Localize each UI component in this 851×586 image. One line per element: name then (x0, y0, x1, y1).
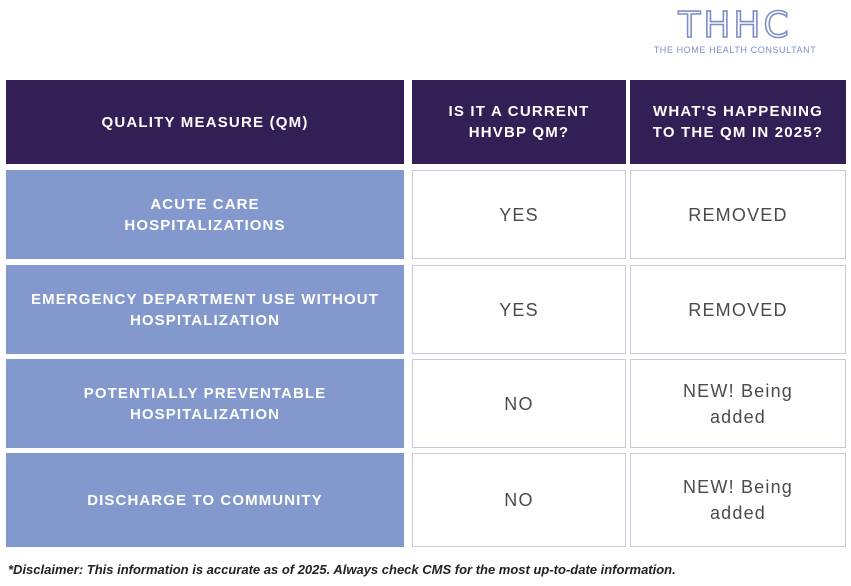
table-row-change: REMOVED (630, 170, 846, 259)
table-row-current: NO (412, 453, 626, 547)
table-row-measure: ACUTE CARE HOSPITALIZATIONS (6, 170, 404, 259)
header-2025-change: WHAT'S HAPPENING TO THE QM IN 2025? (630, 80, 846, 164)
table-row-measure: EMERGENCY DEPARTMENT USE WITHOUT HOSPITA… (6, 265, 404, 354)
table-row-current: YES (412, 170, 626, 259)
table-row-current: NO (412, 359, 626, 448)
table-row-change: REMOVED (630, 265, 846, 354)
table-row-measure: DISCHARGE TO COMMUNITY (6, 453, 404, 547)
header-current-hhvbp: IS IT A CURRENT HHVBP QM? (412, 80, 626, 164)
table-row-change: NEW! Being added (630, 359, 846, 448)
table-row-change: NEW! Being added (630, 453, 846, 547)
logo-tagline: THE HOME HEALTH CONSULTANT (653, 45, 817, 55)
thhc-logo: THHC THE HOME HEALTH CONSULTANT (640, 5, 830, 55)
logo-mark: THHC (678, 5, 792, 46)
table-row-measure: POTENTIALLY PREVENTABLE HOSPITALIZATION (6, 359, 404, 448)
table-row-current: YES (412, 265, 626, 354)
header-quality-measure: QUALITY MEASURE (QM) (6, 80, 404, 164)
disclaimer-text: *Disclaimer: This information is accurat… (8, 562, 676, 577)
